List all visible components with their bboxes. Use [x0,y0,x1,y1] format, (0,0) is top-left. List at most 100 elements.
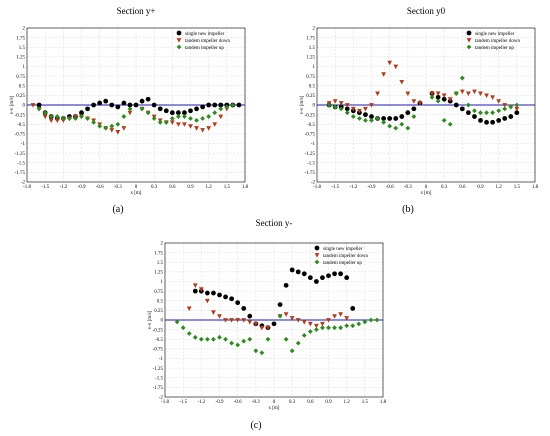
data-point-circle [387,116,393,121]
y-tick-label: 0 [161,319,164,324]
data-point-diamond [326,102,332,108]
data-point-diamond [157,119,163,125]
x-tick-label: -1.2 [59,185,67,190]
x-tick-label: -0.3 [404,185,412,190]
y-tick-label: -1.25 [305,152,316,157]
data-point-triangle [127,110,133,116]
y-tick-label: -0.5 [17,123,25,128]
data-point-diamond [295,340,301,346]
data-point-diamond [36,106,42,112]
data-point-diamond [277,313,283,319]
data-point-diamond [211,336,216,342]
data-point-circle [103,98,109,104]
data-point-diamond [313,327,319,333]
series-triangle-down [326,60,520,114]
data-point-triangle [212,122,218,127]
data-point-circle [223,294,228,300]
data-point-triangle [229,318,235,323]
data-point-diamond [429,94,435,100]
data-point-circle [393,116,399,121]
data-point-circle [344,106,350,112]
data-point-triangle [459,89,465,95]
data-point-diamond [289,348,295,354]
legend-marker [314,259,320,265]
data-point-circle [478,118,483,123]
x-tick-label: -1.8 [23,185,31,190]
data-point-diamond [253,348,259,354]
x-tick-label: 0.3 [151,185,158,190]
data-point-diamond [66,116,72,121]
legend-marker [466,38,472,43]
y-tick-label: -1.25 [15,152,26,157]
x-tick-label: -0.3 [114,185,122,190]
data-point-triangle [326,318,331,323]
data-point-circle [326,273,331,279]
data-point-diamond [223,336,228,342]
data-point-circle [79,110,84,116]
data-point-circle [91,102,97,108]
legend-marker [176,44,182,50]
x-tick-label: 0 [273,400,276,405]
data-point-triangle [399,79,405,85]
data-point-circle [411,106,417,112]
data-point-diamond [356,321,362,327]
x-tick-label: -1.8 [161,400,169,405]
data-point-diamond [60,116,66,121]
data-point-circle [508,114,514,119]
series-diamond [36,102,236,131]
data-point-diamond [174,319,180,325]
data-point-triangle [247,320,253,325]
data-point-diamond [42,110,48,116]
y-tick-label: -0.5 [155,338,163,343]
y-tick-label: -0.75 [153,348,164,353]
data-point-diamond [332,104,338,110]
data-point-diamond [182,114,187,119]
data-point-diamond [109,123,115,129]
y-tick-label: -1.75 [305,171,316,176]
y-tick-label: 1.5 [309,46,316,51]
data-point-triangle [211,310,216,315]
x-axis-label: x [m] [421,191,432,196]
data-point-diamond [97,123,103,129]
legend-label: tandem impeller up [185,46,224,51]
data-point-circle [490,119,496,125]
data-point-triangle [417,101,423,106]
x-tick-label: 0.3 [289,400,296,405]
data-point-triangle [514,106,520,112]
data-point-triangle [381,72,387,77]
data-point-diamond [175,114,181,119]
data-point-triangle [194,126,199,131]
data-point-diamond [283,336,289,342]
data-point-diamond [145,110,151,116]
data-point-circle [121,100,127,106]
data-point-diamond [85,116,90,121]
data-point-triangle [283,312,289,317]
series-triangle-down [186,283,350,331]
data-point-diamond [375,116,380,121]
data-point-circle [133,102,139,108]
y-tick-label: 0.5 [309,84,316,89]
data-point-triangle [344,316,350,321]
y-tick-label: 1 [23,65,26,70]
data-point-circle [204,290,210,296]
data-point-triangle [188,124,193,129]
data-point-diamond [344,110,350,116]
data-point-circle [157,106,163,112]
panel-label: (a) [112,204,123,215]
data-point-diamond [387,123,393,129]
data-point-triangle [169,120,175,125]
data-point-circle [465,110,471,116]
data-point-triangle [350,106,356,112]
data-point-circle [289,267,295,273]
y-tick-label: 0.25 [16,94,25,99]
data-point-circle [363,112,368,118]
data-point-diamond [496,108,502,114]
data-point-circle [36,102,42,108]
data-point-diamond [502,106,508,112]
data-point-circle [350,306,356,311]
y-tick-label: 1.75 [16,36,25,41]
legend-label: tandem impeller up [475,46,514,51]
y-tick-label: -1.5 [155,376,163,381]
data-point-diamond [212,110,218,116]
